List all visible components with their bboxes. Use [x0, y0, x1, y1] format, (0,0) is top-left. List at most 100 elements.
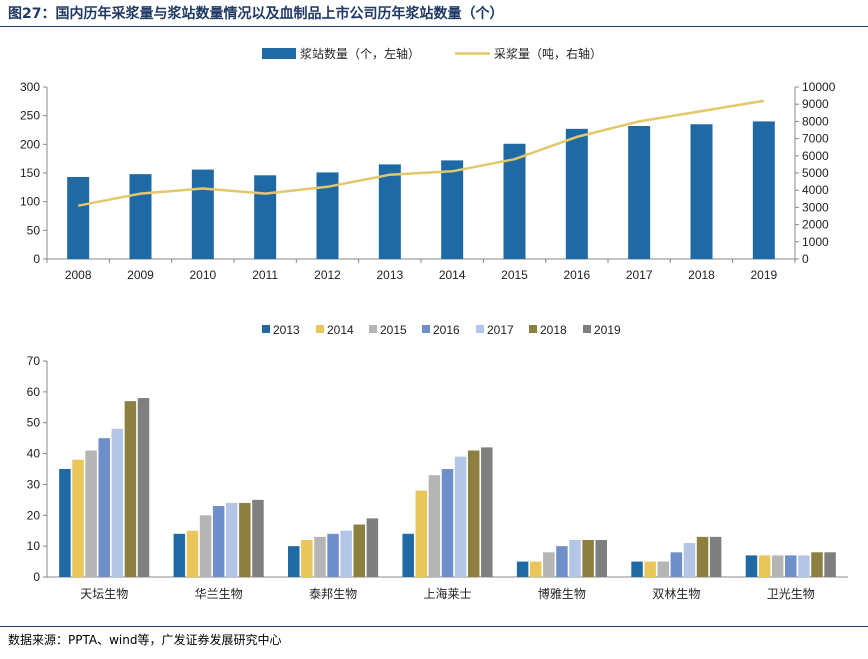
bar-2013: [402, 534, 414, 577]
legend-swatch-2016: [422, 325, 430, 333]
legend-swatch-2017: [476, 325, 484, 333]
bar-2014: [759, 555, 771, 577]
y-left-tick-label: 250: [20, 109, 40, 123]
bar-2016: [98, 438, 110, 577]
figure-title: 图27：国内历年采浆量与浆站数量情况以及血制品上市公司历年浆站数量（个）: [8, 3, 503, 23]
bar-2015: [85, 450, 97, 577]
x-tick-label: 2008: [65, 268, 92, 282]
y-right-tick-label: 8000: [802, 114, 829, 128]
bar-2013: [59, 469, 71, 577]
x-tick-label: 华兰生物: [195, 587, 243, 601]
legend-label-plasma: 采浆量（吨，右轴）: [494, 46, 602, 61]
x-tick-label: 2014: [439, 268, 466, 282]
bar-2015: [772, 555, 784, 577]
y-right-tick-label: 1000: [802, 235, 829, 249]
legend-label-2017: 2017: [487, 323, 514, 337]
bar-2016: [442, 469, 454, 577]
bar-2019: [481, 447, 493, 577]
y-right-tick-label: 5000: [802, 166, 829, 180]
bar-stations: [691, 124, 713, 259]
bar-2019: [710, 537, 722, 577]
bar-stations: [130, 174, 152, 259]
bar-2014: [416, 491, 428, 577]
bar-2014: [72, 460, 84, 577]
x-tick-label: 2019: [750, 268, 777, 282]
bar-2015: [200, 515, 212, 577]
bar-2017: [112, 429, 124, 577]
y-left-tick-label: 150: [20, 166, 40, 180]
bar-2013: [517, 562, 529, 577]
y-right-tick-label: 0: [802, 252, 809, 266]
bar-2015: [543, 552, 555, 577]
bar-2015: [658, 562, 670, 577]
y-right-tick-label: 3000: [802, 200, 829, 214]
legend-label-2013: 2013: [273, 323, 300, 337]
y-tick-label: 0: [33, 570, 40, 584]
legend-swatch-2015: [369, 325, 377, 333]
source-note: 数据来源：PPTA、wind等，广发证券发展研究中心: [8, 631, 281, 648]
legend-label-2014: 2014: [327, 323, 354, 337]
y-tick-label: 70: [27, 354, 41, 368]
legend-label-2015: 2015: [380, 323, 407, 337]
bar-2016: [327, 534, 339, 577]
bar-2013: [174, 534, 186, 577]
bar-2019: [367, 518, 379, 577]
x-tick-label: 2017: [626, 268, 653, 282]
legend-label-2018: 2018: [540, 323, 567, 337]
bar-stations: [192, 170, 214, 259]
y-left-tick-label: 100: [20, 195, 40, 209]
bar-2018: [582, 540, 594, 577]
bar-2013: [288, 546, 300, 577]
bar-2017: [226, 503, 238, 577]
bar-2015: [314, 537, 326, 577]
y-right-tick-label: 6000: [802, 149, 829, 163]
y-tick-label: 50: [27, 416, 41, 430]
chart-company-station-counts: 2013 2014 2015 2016 2017 2018 2019 0 10 20 30 40 50 6…: [0, 318, 868, 616]
bar-stations: [441, 160, 463, 259]
bar-2013: [746, 555, 758, 577]
legend-label-2016: 2016: [433, 323, 460, 337]
x-tick-label: 卫光生物: [767, 587, 815, 601]
x-tick-label: 2016: [563, 268, 590, 282]
bar-2017: [684, 543, 696, 577]
bar-2017: [798, 555, 810, 577]
bar-2019: [824, 552, 836, 577]
bar-2017: [455, 457, 467, 577]
y-left-tick-label: 0: [33, 252, 40, 266]
bar-stations: [566, 129, 588, 259]
bar-stations: [67, 177, 89, 259]
line-plasma-volume: [78, 101, 764, 206]
bar-2014: [187, 531, 199, 577]
y-right-tick-label: 10000: [802, 80, 836, 94]
bar-stations: [753, 121, 775, 259]
y-left-tick-label: 300: [20, 80, 40, 94]
bar-stations: [628, 126, 650, 259]
y-tick-label: 60: [27, 385, 41, 399]
bar-2018: [811, 552, 823, 577]
bar-2018: [125, 401, 136, 577]
bar-2014: [644, 562, 656, 577]
x-tick-label: 2009: [127, 268, 154, 282]
bar-2019: [252, 500, 264, 577]
x-tick-label: 双林生物: [652, 587, 700, 601]
y-tick-label: 20: [27, 508, 41, 522]
bar-2017: [340, 531, 352, 577]
bar-2013: [631, 562, 643, 577]
bar-2014: [530, 562, 542, 577]
legend-swatch-stations: [262, 48, 296, 59]
bar-2016: [213, 506, 225, 577]
y-left-tick-label: 50: [27, 223, 41, 237]
bar-2019: [138, 398, 150, 577]
y-right-tick-label: 9000: [802, 97, 829, 111]
bar-2017: [569, 540, 581, 577]
legend-swatch-2018: [529, 325, 537, 333]
bar-2018: [468, 450, 480, 577]
legend-swatch-2014: [316, 325, 324, 333]
y-right-tick-label: 2000: [802, 218, 829, 232]
x-tick-label: 博雅生物: [538, 586, 586, 601]
x-tick-label: 2012: [314, 268, 341, 282]
bar-stations: [379, 164, 401, 259]
bar-2019: [595, 540, 607, 577]
y-tick-label: 30: [27, 477, 41, 491]
y-tick-label: 10: [27, 539, 41, 553]
